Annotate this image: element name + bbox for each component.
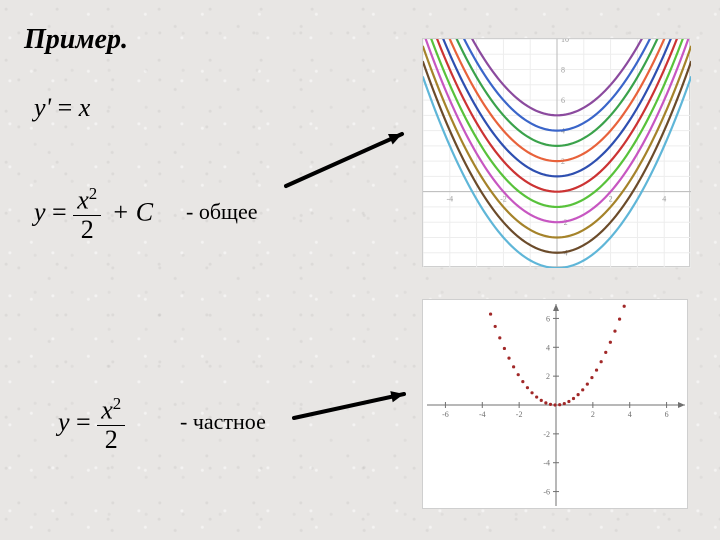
svg-text:2: 2: [546, 372, 550, 381]
svg-text:4: 4: [628, 410, 632, 419]
svg-text:-2: -2: [500, 195, 507, 204]
svg-text:6: 6: [561, 96, 565, 105]
svg-text:-4: -4: [543, 459, 550, 468]
svg-text:2: 2: [591, 410, 595, 419]
eq1-lhs: y': [34, 93, 51, 122]
svg-text:8: 8: [561, 66, 565, 75]
equation-general: y = x2 2 + C: [34, 186, 153, 243]
svg-text:-6: -6: [442, 410, 449, 419]
arrow-particular: [288, 388, 410, 424]
svg-text:4: 4: [662, 195, 666, 204]
svg-text:-2: -2: [543, 430, 550, 439]
svg-text:-2: -2: [516, 410, 523, 419]
eq1-rhs: x: [79, 93, 91, 122]
svg-text:-4: -4: [479, 410, 486, 419]
label-particular: - частное: [180, 409, 266, 435]
svg-text:-4: -4: [446, 195, 453, 204]
svg-text:6: 6: [665, 410, 669, 419]
svg-text:10: 10: [561, 39, 569, 44]
svg-text:4: 4: [546, 343, 550, 352]
label-general: - общее: [186, 199, 258, 225]
chart-general-solution: -4-224-4-2246810: [422, 38, 690, 267]
equation-particular: y = x2 2: [58, 396, 125, 453]
arrow-general: [280, 128, 408, 192]
svg-text:6: 6: [546, 314, 550, 323]
svg-text:2: 2: [609, 195, 613, 204]
eq2-lhs: y: [34, 197, 46, 226]
chart-particular-solution: -6 -4 -2 2 4 6 -6 -4 -2 2 4 6: [422, 299, 688, 509]
eq3-lhs: y: [58, 407, 70, 436]
equation-yprime: y' = x: [34, 93, 90, 123]
page-title: Пример.: [24, 24, 128, 56]
svg-text:-6: -6: [543, 488, 550, 497]
